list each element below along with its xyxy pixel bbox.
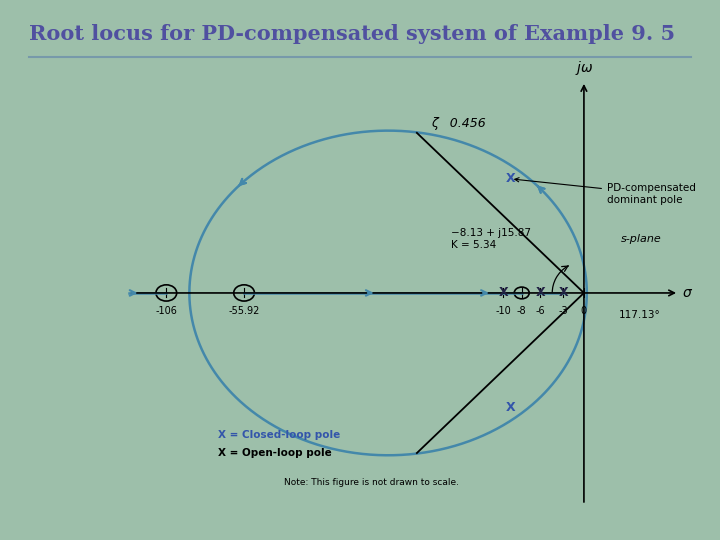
- Text: −8.13 + j15.87
K = 5.34: −8.13 + j15.87 K = 5.34: [451, 228, 531, 249]
- Text: PD-compensated
dominant pole: PD-compensated dominant pole: [515, 178, 696, 205]
- Text: X = Closed-loop pole: X = Closed-loop pole: [218, 430, 341, 440]
- Text: -3: -3: [559, 307, 568, 316]
- Text: X: X: [559, 286, 568, 300]
- Text: $\sigma$: $\sigma$: [682, 286, 693, 300]
- Text: ζ   0.456: ζ 0.456: [431, 117, 486, 130]
- Text: Root locus for PD-compensated system of Example 9. 5: Root locus for PD-compensated system of …: [29, 24, 675, 44]
- Text: X: X: [506, 172, 516, 185]
- Text: X: X: [506, 401, 516, 414]
- Text: Note: This figure is not drawn to scale.: Note: This figure is not drawn to scale.: [284, 478, 459, 487]
- Text: -10: -10: [495, 307, 511, 316]
- Text: -6: -6: [536, 307, 545, 316]
- Text: -55.92: -55.92: [228, 307, 260, 316]
- Text: 0: 0: [581, 307, 587, 316]
- Text: -8: -8: [517, 307, 526, 316]
- Text: 117.13°: 117.13°: [618, 310, 660, 321]
- Text: X: X: [536, 286, 545, 300]
- Text: X = Open-loop pole: X = Open-loop pole: [218, 448, 332, 458]
- Text: X: X: [498, 286, 508, 300]
- Text: s-plane: s-plane: [621, 234, 662, 244]
- Text: $j\omega$: $j\omega$: [575, 59, 593, 77]
- Text: -106: -106: [156, 307, 177, 316]
